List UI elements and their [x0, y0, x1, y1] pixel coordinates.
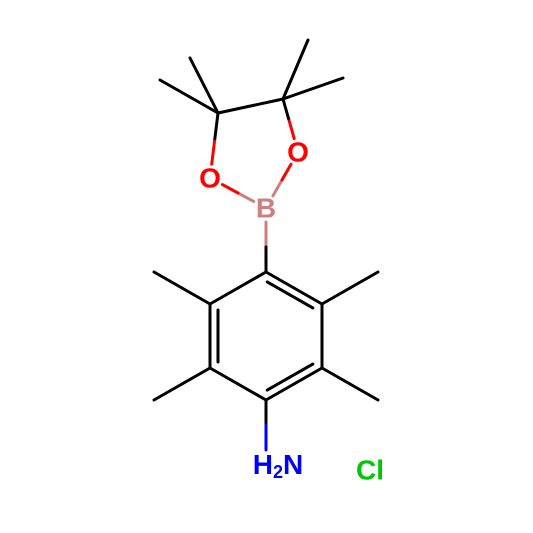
bonds-layer — [154, 40, 378, 450]
atom-O_right: O — [287, 137, 309, 168]
molecule-diagram: BOOH2NCl — [0, 0, 533, 533]
atom-O_left: O — [199, 163, 221, 194]
atom-N: H2N — [253, 449, 303, 483]
atom-Cl: Cl — [356, 455, 384, 486]
atoms-layer: BOOH2NCl — [199, 137, 384, 486]
atom-B: B — [256, 193, 276, 224]
